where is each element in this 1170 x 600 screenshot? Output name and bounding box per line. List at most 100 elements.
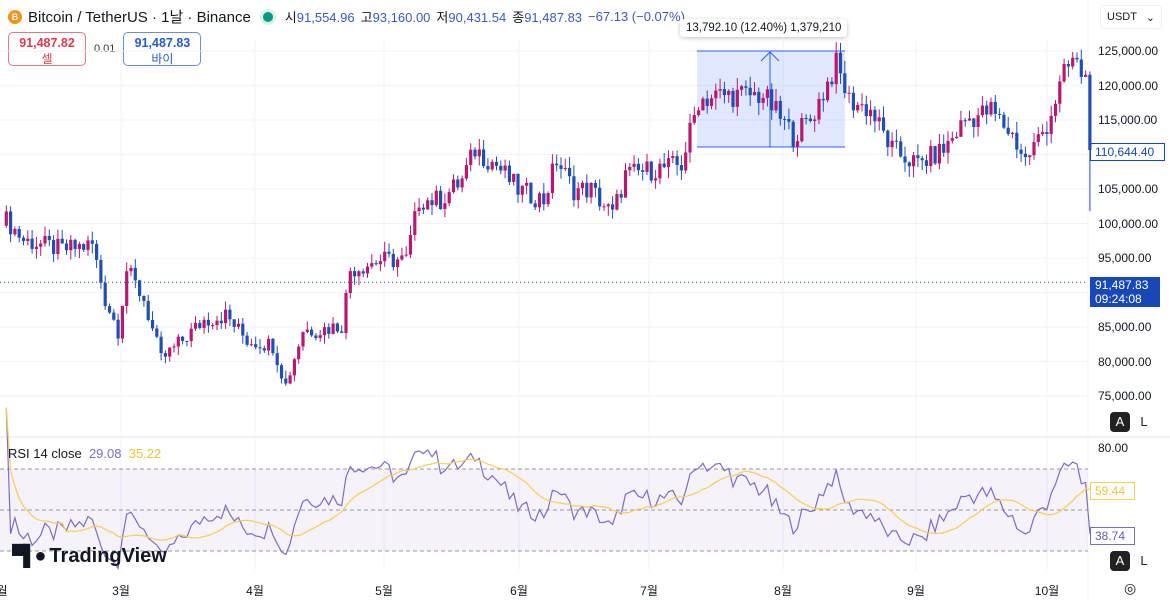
log-scale-button[interactable]: L	[1134, 412, 1154, 432]
candle-body	[877, 117, 881, 122]
candle-body	[1010, 132, 1015, 134]
candle-body	[310, 329, 314, 336]
candle-body	[26, 238, 30, 241]
candle-body	[314, 335, 318, 339]
buy-button[interactable]: 91,487.83 바이	[123, 32, 202, 66]
month-label: 7월	[640, 584, 658, 598]
currency-select[interactable]: USDT ⌄	[1100, 5, 1162, 29]
candle-body	[254, 344, 258, 348]
candle-body	[985, 105, 989, 115]
candle-body	[172, 346, 176, 348]
candle-body	[559, 165, 563, 169]
candle-body	[881, 117, 886, 131]
price-tick: 125,000.00	[1098, 44, 1159, 58]
bitcoin-icon: B	[8, 9, 22, 24]
candle-body	[193, 322, 198, 329]
month-label: 6월	[510, 584, 528, 598]
candle-body	[335, 323, 339, 332]
candle-body	[503, 165, 507, 171]
month-label: 4월	[246, 584, 264, 598]
candle-body	[374, 263, 378, 265]
month-label: 9월	[907, 584, 925, 598]
sell-button[interactable]: 91,487.82 셀	[8, 32, 86, 66]
measure-arrow-head	[760, 51, 780, 62]
candle-body	[271, 338, 275, 354]
candle-body	[516, 173, 520, 195]
candle-body	[73, 239, 77, 249]
rsi-legend: RSI 14 close 29.08 35.22	[8, 446, 162, 461]
candle-body	[43, 235, 47, 244]
candle-body	[232, 319, 236, 327]
candle-body	[292, 359, 296, 376]
candle-body	[641, 170, 645, 172]
candle-body	[56, 238, 60, 254]
candle-body	[482, 149, 486, 167]
candle-body	[159, 336, 163, 354]
candle-body	[64, 243, 69, 251]
candle-body	[924, 160, 929, 166]
candle-body	[869, 109, 873, 117]
settings-icon[interactable]: ◎	[1124, 580, 1137, 596]
candle-body	[275, 353, 279, 366]
candle-body	[17, 228, 21, 238]
candle-body	[103, 282, 107, 307]
candle-body	[138, 280, 142, 296]
candle-body	[757, 91, 761, 103]
candle-body	[701, 98, 705, 111]
candle-body	[331, 323, 335, 334]
auto-scale-button[interactable]: A	[1110, 551, 1130, 571]
symbol-title[interactable]: Bitcoin / TetherUS · 1날 · Binance	[28, 9, 251, 26]
candle-body	[847, 92, 851, 94]
candle-body	[727, 90, 731, 96]
candle-body	[1066, 64, 1070, 67]
candle-body	[851, 92, 855, 111]
ohlc-open: 시91,554.96	[284, 10, 355, 25]
candle-body	[800, 118, 804, 142]
candle-body	[705, 98, 709, 106]
candle-body	[856, 104, 860, 111]
candle-body	[537, 193, 542, 208]
candle-body	[47, 235, 51, 241]
price-tick: 80,000.00	[1098, 355, 1152, 369]
candle-body	[477, 149, 481, 157]
candle-body	[894, 140, 898, 142]
candle-body	[550, 163, 554, 194]
candle-body	[920, 158, 924, 161]
candle-body	[34, 246, 38, 249]
candle-body	[353, 271, 357, 277]
price-tick: 85,000.00	[1098, 320, 1152, 334]
candle-body	[714, 90, 718, 99]
candle-body	[112, 312, 116, 320]
candle-body	[1084, 74, 1088, 77]
candle-body	[267, 338, 271, 351]
candle-body	[1049, 115, 1053, 134]
candle-body	[520, 185, 524, 195]
candle-body	[808, 118, 812, 122]
candle-body	[1058, 81, 1062, 104]
candle-body	[860, 104, 864, 106]
candle-body	[834, 52, 838, 85]
candle-body	[890, 140, 894, 148]
auto-scale-button[interactable]: A	[1110, 412, 1130, 432]
candle-body	[963, 120, 967, 122]
candle-body	[99, 259, 103, 283]
candle-body	[507, 165, 511, 182]
candle-body	[387, 251, 391, 254]
candle-body	[804, 118, 808, 120]
candle-body	[245, 335, 249, 345]
candle-body	[1079, 59, 1083, 77]
candle-body	[473, 149, 477, 157]
candle-body	[955, 136, 959, 139]
candle-body	[942, 143, 946, 153]
candle-body	[658, 163, 662, 179]
log-scale-button[interactable]: L	[1134, 551, 1154, 571]
candle-body	[684, 152, 688, 171]
measure-label: 13,792.10 (12.40%) 1,379,210	[680, 19, 848, 37]
candle-body	[937, 143, 941, 164]
candle-body	[546, 193, 550, 205]
candle-body	[69, 239, 73, 251]
candle-body	[563, 167, 567, 169]
